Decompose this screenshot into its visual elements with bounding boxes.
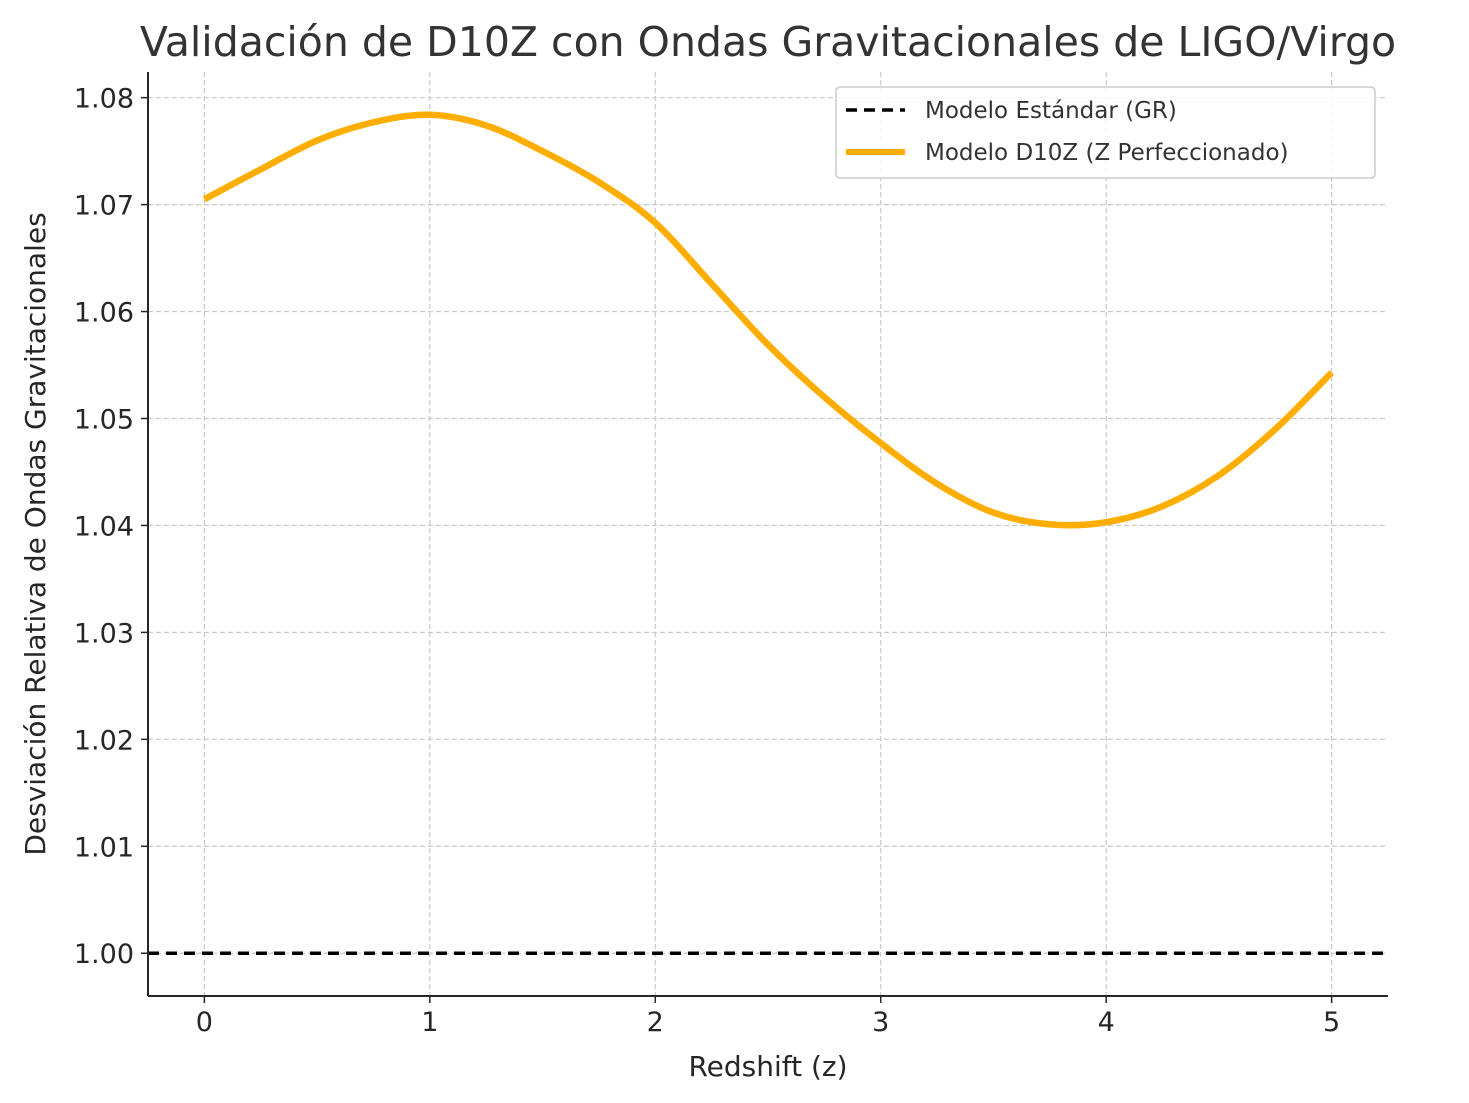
x-tick-label-0: 0 [196, 1007, 213, 1038]
y-tick-label-5: 1.05 [74, 405, 134, 436]
tick-layer: 0 1 2 3 4 5 1.00 1.01 1.02 1.03 1.04 1.05 1.06 1.07 1.… [74, 84, 1340, 1038]
y-tick-label-4: 1.04 [74, 511, 134, 542]
x-tick-label-4: 4 [1098, 1007, 1115, 1038]
series-layer [148, 111, 1388, 955]
y-axis-label: Desviación Relativa de Ondas Gravitacion… [19, 212, 52, 855]
grid-layer [148, 72, 1388, 996]
x-tick-label-1: 1 [421, 1007, 438, 1038]
x-tick-label-3: 3 [872, 1007, 889, 1038]
x-tick-label-2: 2 [647, 1007, 664, 1038]
legend-label-d10z-model: Modelo D10Z (Z Perfeccionado) [925, 140, 1289, 166]
y-tick-label-7: 1.07 [74, 191, 134, 222]
series-line-d10z-model [202, 111, 1334, 529]
x-axis-label: Redshift (z) [688, 1050, 847, 1083]
x-tick-label-5: 5 [1323, 1007, 1340, 1038]
y-tick-label-8: 1.08 [74, 84, 134, 115]
legend-label-standard-model: Modelo Estándar (GR) [925, 98, 1177, 124]
axes-layer [147, 72, 1388, 997]
chart-title: Validación de D10Z con Ondas Gravitacion… [140, 18, 1396, 66]
y-tick-label-1: 1.01 [74, 832, 134, 863]
legend: Modelo Estándar (GR) Modelo D10Z (Z Perf… [835, 86, 1376, 179]
y-tick-label-0: 1.00 [74, 939, 134, 970]
y-tick-label-3: 1.03 [74, 618, 134, 649]
y-tick-label-2: 1.02 [74, 725, 134, 756]
y-tick-label-6: 1.06 [74, 298, 134, 329]
legend-box [835, 86, 1376, 179]
